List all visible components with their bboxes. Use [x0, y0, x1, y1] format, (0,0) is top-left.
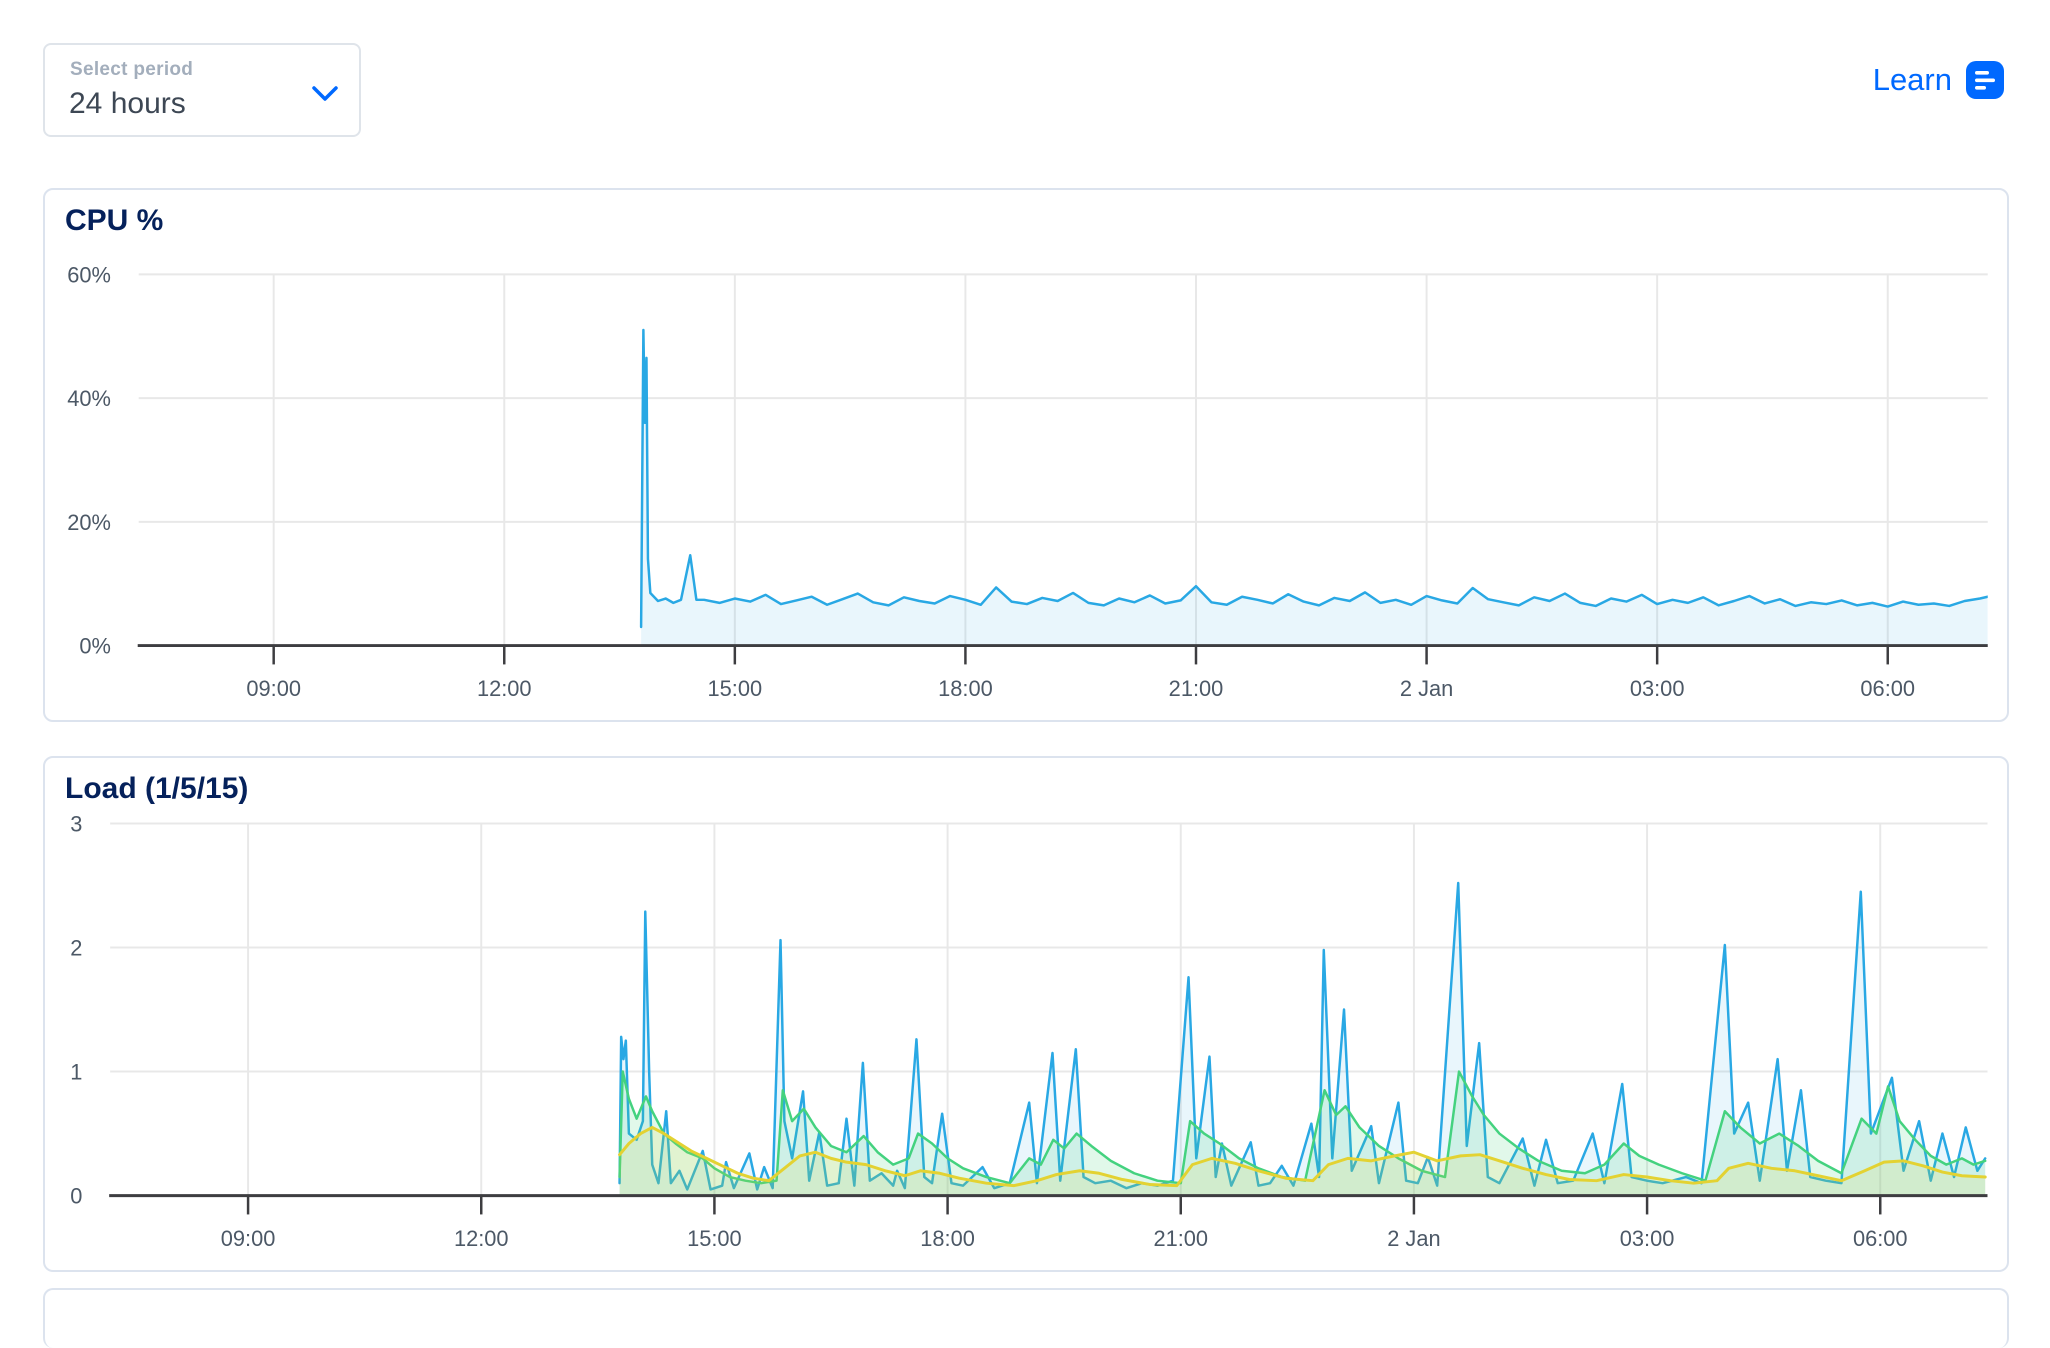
chevron-down-icon: [312, 86, 338, 101]
load-chart[interactable]: 3 2 1 0 09:00 12:00 15:00 18:00 21:00 2 Jan 03:00 0…: [45, 758, 2007, 1270]
x-axis-tick-label: 03:00: [1620, 1226, 1675, 1251]
x-axis-tick-label: 12:00: [477, 676, 532, 701]
x-axis-tick-label: 15:00: [708, 676, 763, 701]
learn-link[interactable]: Learn: [1873, 58, 2005, 102]
y-axis-tick-label: 1: [70, 1059, 82, 1084]
y-axis-tick-label: 2: [70, 935, 82, 960]
period-select-value: 24 hours: [69, 87, 186, 120]
cpu-line: [639, 328, 1988, 629]
cpu-area: [641, 330, 1988, 646]
x-axis-tick-label: 06:00: [1853, 1226, 1908, 1251]
load1-line: [618, 881, 1987, 1191]
x-axis-tick-label: 15:00: [687, 1226, 742, 1251]
x-axis-tick-label: 18:00: [920, 1226, 975, 1251]
x-axis-tick-label: 21:00: [1153, 1226, 1208, 1251]
learn-label: Learn: [1872, 62, 1952, 97]
y-axis-tick-label: 0: [70, 1184, 82, 1209]
cpu-chart-title: CPU %: [65, 204, 164, 237]
load-chart-card: Load (1/5/15) 3 2 1 0 09:00 12:00 15:00 18:00 21…: [43, 756, 2009, 1272]
y-axis-tick-label: 20%: [67, 510, 111, 535]
load5-area: [619, 1071, 1986, 1196]
x-axis-tick-label: 06:00: [1860, 676, 1915, 701]
x-axis-tick-label: 2 Jan: [1400, 676, 1453, 701]
load1-area: [619, 883, 1986, 1196]
x-axis-tick-label: 03:00: [1630, 676, 1685, 701]
y-axis-tick-label: 60%: [67, 262, 111, 287]
period-select[interactable]: Select period 24 hours: [43, 43, 361, 137]
cpu-chart-card: CPU % 60% 40% 20% 0% 09:00 12:00 15:00 18:00 21:…: [43, 188, 2009, 722]
x-axis-tick-label: 2 Jan: [1387, 1226, 1440, 1251]
y-axis-tick-label: 3: [70, 811, 82, 836]
learn-docs-icon: [1966, 61, 2004, 99]
load-chart-title: Load (1/5/15): [65, 772, 249, 805]
y-axis-tick-label: 40%: [67, 386, 111, 411]
period-select-label: Select period: [70, 59, 194, 80]
load5-line: [618, 1070, 1987, 1185]
y-axis-tick-label: 0%: [79, 634, 111, 659]
x-axis-tick-label: 21:00: [1169, 676, 1224, 701]
x-axis-tick-label: 09:00: [246, 676, 301, 701]
x-axis-tick-label: 18:00: [938, 676, 993, 701]
cpu-chart[interactable]: 60% 40% 20% 0% 09:00 12:00 15:00 18:00 21:00 2 Ja…: [45, 190, 2007, 720]
load15-line: [618, 1125, 1987, 1188]
x-axis-tick-label: 09:00: [221, 1226, 276, 1251]
next-chart-card: [43, 1288, 2009, 1348]
x-axis-tick-label: 12:00: [454, 1226, 509, 1251]
